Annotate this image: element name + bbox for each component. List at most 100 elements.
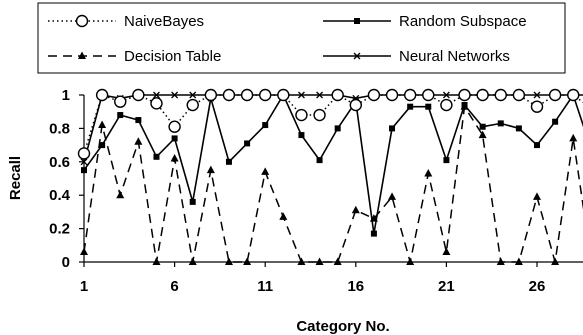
legend-label: Neural Networks <box>399 48 510 65</box>
data-point <box>406 257 415 265</box>
data-point <box>186 98 199 112</box>
data-point <box>533 91 541 99</box>
data-point <box>403 88 417 102</box>
legend: NaiveBayes Random Subspace Decision Table N… <box>37 2 566 74</box>
data-point <box>222 88 236 102</box>
data-point <box>116 190 125 199</box>
data-point <box>494 88 507 102</box>
data-point <box>551 257 560 265</box>
data-point <box>315 257 324 265</box>
data-point <box>476 88 489 102</box>
data-point <box>188 257 197 265</box>
data-point <box>295 108 308 122</box>
series-line <box>83 93 583 234</box>
data-point <box>443 157 450 164</box>
legend-box <box>37 2 566 74</box>
y-tick-label: 0.2 <box>49 221 70 238</box>
y-axis-label: Recall <box>7 156 24 200</box>
data-point <box>114 95 127 108</box>
data-point <box>171 91 179 99</box>
data-point <box>548 88 562 102</box>
series-random-subspace <box>81 92 583 237</box>
data-point <box>442 247 451 255</box>
data-point <box>77 147 91 160</box>
y-tick-label: 0.8 <box>49 120 70 137</box>
data-point <box>99 142 106 149</box>
legend-marker <box>75 14 89 28</box>
data-point <box>331 88 344 102</box>
data-point <box>514 257 523 265</box>
data-point <box>189 91 197 99</box>
data-point <box>407 103 414 110</box>
data-point <box>388 192 397 200</box>
data-point <box>117 112 124 119</box>
data-point <box>422 88 435 102</box>
legend-item: Decision Table <box>48 48 221 65</box>
data-point <box>168 120 181 133</box>
data-point <box>153 91 160 99</box>
data-point <box>496 257 505 265</box>
y-tick-label: 0.4 <box>49 187 71 204</box>
legend-marker <box>354 18 360 24</box>
data-point <box>512 88 526 102</box>
data-point <box>461 102 468 109</box>
data-point <box>132 88 145 102</box>
data-point <box>262 122 269 129</box>
data-point <box>497 120 504 127</box>
data-point <box>81 167 87 174</box>
y-tick-label: 0 <box>62 254 70 271</box>
data-point <box>333 257 342 265</box>
data-point <box>515 125 522 132</box>
legend-marker <box>353 52 361 60</box>
data-point <box>297 91 305 99</box>
data-point <box>259 88 272 102</box>
data-point <box>98 120 107 129</box>
data-point <box>240 88 254 102</box>
data-point <box>389 125 396 132</box>
data-point <box>567 88 580 102</box>
data-point <box>534 142 540 149</box>
series-decision-table <box>80 102 583 265</box>
data-point <box>370 230 377 237</box>
data-point <box>440 98 453 112</box>
x-axis-label: Category No. <box>296 318 389 335</box>
data-point <box>204 88 218 102</box>
data-point <box>206 165 215 174</box>
x-tick-label: 6 <box>170 278 178 295</box>
legend-item: Neural Networks <box>323 48 510 65</box>
x-tick-label: 21 <box>438 278 455 295</box>
data-point <box>351 205 360 214</box>
data-point <box>224 257 233 265</box>
legend-item: Random Subspace <box>323 13 527 30</box>
data-point <box>385 88 399 102</box>
data-point <box>95 88 109 102</box>
series-naivebayes <box>77 88 583 160</box>
data-point <box>334 125 341 132</box>
data-point <box>153 153 160 160</box>
data-point <box>170 153 179 162</box>
data-point <box>533 192 541 200</box>
data-point <box>367 88 381 102</box>
data-point <box>313 108 326 122</box>
legend-label: Random Subspace <box>399 13 527 30</box>
data-point <box>316 157 323 164</box>
data-point <box>479 123 486 130</box>
data-point <box>478 130 487 139</box>
data-point <box>189 198 196 205</box>
data-point <box>297 257 306 265</box>
data-point <box>243 257 252 265</box>
data-point <box>80 247 88 255</box>
x-tick-label: 26 <box>529 278 546 295</box>
data-point <box>279 212 288 220</box>
data-point <box>244 140 251 147</box>
x-tick-label: 11 <box>257 278 273 295</box>
legend-label: Decision Table <box>124 48 221 65</box>
data-point <box>349 98 362 112</box>
data-point <box>569 133 578 142</box>
data-point <box>316 91 324 99</box>
x-tick-label: 1 <box>80 278 88 295</box>
data-point <box>425 103 432 110</box>
data-point <box>150 97 163 110</box>
plot-area: 00.20.40.60.811 6 11 16 21 26 <box>49 87 583 295</box>
